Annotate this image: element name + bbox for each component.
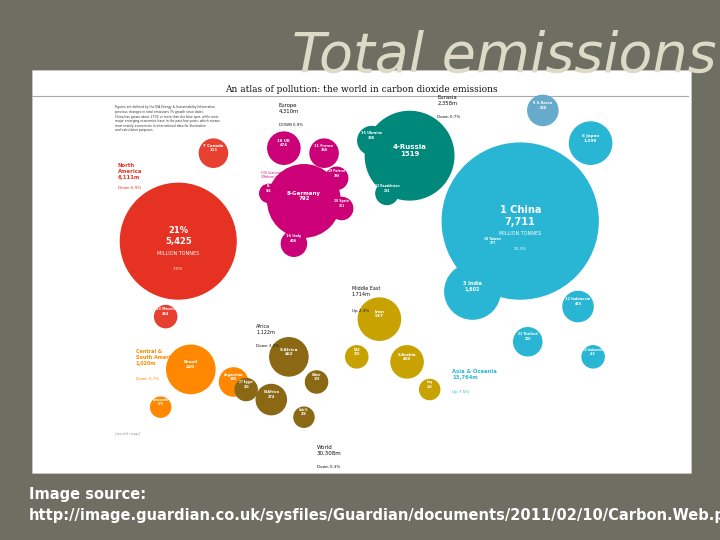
Circle shape (563, 292, 593, 322)
Text: North
America
6,111m: North America 6,111m (118, 163, 143, 180)
Text: 15 Ukraine
306: 15 Ukraine 306 (361, 131, 382, 140)
Text: 13.3%: 13.3% (514, 247, 526, 251)
Text: 16 Italy
406: 16 Italy 406 (287, 234, 302, 243)
Circle shape (155, 306, 176, 328)
Text: 13 Mexico
444: 13 Mexico 444 (156, 307, 176, 316)
Circle shape (256, 384, 287, 415)
Text: 9 S.Korea
528: 9 S.Korea 528 (534, 101, 552, 110)
Circle shape (268, 165, 340, 237)
Circle shape (482, 235, 503, 257)
Text: Argentina
180: Argentina 180 (224, 373, 243, 381)
Text: 3 India
1,602: 3 India 1,602 (463, 281, 482, 292)
Circle shape (305, 371, 328, 393)
Circle shape (199, 139, 228, 167)
Circle shape (570, 122, 612, 164)
Circle shape (270, 338, 308, 376)
Text: Other
178: Other 178 (312, 373, 321, 381)
Circle shape (260, 184, 278, 202)
Text: Europe
4,310m: Europe 4,310m (279, 103, 299, 114)
Circle shape (346, 346, 368, 368)
Circle shape (120, 184, 236, 299)
FancyBboxPatch shape (32, 70, 691, 472)
Circle shape (442, 143, 598, 299)
Text: Up 2.3%: Up 2.3% (352, 309, 369, 313)
Circle shape (528, 96, 558, 125)
Text: Up 7.5%: Up 7.5% (452, 389, 469, 394)
Text: 7 Canada
311: 7 Canada 311 (203, 144, 224, 152)
Text: 8-Germany
792: 8-Germany 792 (287, 191, 321, 201)
Circle shape (359, 298, 400, 340)
Circle shape (150, 397, 171, 417)
Text: Iraq
140: Iraq 140 (426, 380, 433, 389)
Text: Eurasia
2,358m: Eurasia 2,358m (437, 96, 457, 106)
Text: 14 Indonesia
415: 14 Indonesia 415 (583, 348, 603, 356)
Circle shape (268, 132, 300, 164)
Text: S.Arabia
458: S.Arabia 458 (397, 353, 416, 361)
Circle shape (376, 183, 398, 205)
Circle shape (420, 380, 440, 400)
Text: MILLION TONNES: MILLION TONNES (499, 231, 541, 236)
Text: Down 0.3%: Down 0.3% (317, 465, 340, 469)
Text: Africa
1,122m: Africa 1,122m (256, 324, 275, 335)
Text: 18 Taiwan
277: 18 Taiwan 277 (484, 237, 501, 246)
Circle shape (445, 264, 500, 319)
Circle shape (220, 368, 248, 396)
Text: Total emissions: Total emissions (292, 30, 716, 83)
Circle shape (310, 139, 338, 167)
Text: An atlas of pollution: the world in carbon dioxide emissions: An atlas of pollution: the world in carb… (225, 85, 498, 94)
Text: 19 Poland
298: 19 Poland 298 (328, 169, 345, 178)
Text: 27 Egypt
204: 27 Egypt 204 (239, 380, 253, 389)
Text: 22 Kazakhstan
234: 22 Kazakhstan 234 (374, 184, 400, 193)
Text: Middle East
1,714m: Middle East 1,714m (352, 286, 380, 297)
Text: Down 6.9%: Down 6.9% (118, 186, 141, 190)
Circle shape (167, 345, 215, 394)
Text: NL
166: NL 166 (266, 184, 271, 193)
Circle shape (325, 167, 348, 190)
Text: 20 Spain
261: 20 Spain 261 (334, 199, 349, 208)
Circle shape (513, 328, 542, 356)
Text: S.Africa
462: S.Africa 462 (279, 348, 298, 356)
Text: Venezuela
173: Venezuela 173 (153, 398, 168, 407)
Text: Brazil
420: Brazil 420 (184, 360, 198, 369)
Circle shape (365, 111, 454, 200)
Circle shape (330, 198, 353, 220)
Text: Asia & Oceania
13,764m: Asia & Oceania 13,764m (452, 369, 497, 380)
Text: Sub-S.
208: Sub-S. 208 (299, 408, 309, 416)
Text: Central &
South America
1,020m: Central & South America 1,020m (135, 349, 176, 366)
Text: 12 Indonesia
415: 12 Indonesia 415 (565, 297, 590, 306)
Circle shape (235, 379, 257, 401)
Text: 4-Russia
1519: 4-Russia 1519 (392, 144, 426, 157)
Text: 6 Japan
1,098: 6 Japan 1,098 (582, 134, 599, 143)
Text: Down 3.1%: Down 3.1% (256, 345, 279, 348)
Text: 1 China
7,711: 1 China 7,711 (500, 205, 541, 227)
Text: World
30,308m: World 30,308m (317, 445, 341, 456)
Text: DOWN 6.9%: DOWN 6.9% (279, 123, 303, 127)
Text: N.Africa
274: N.Africa 274 (264, 390, 279, 399)
Text: 7.0%: 7.0% (173, 267, 184, 271)
Text: Figures are defined by the IEA Energy & Sustainability Information
previous chan: Figures are defined by the IEA Energy & … (115, 105, 220, 132)
Text: Down 0.7%: Down 0.7% (135, 377, 158, 381)
Text: Down 0.7%: Down 0.7% (437, 116, 461, 119)
Circle shape (294, 407, 314, 427)
Circle shape (391, 346, 423, 378)
Text: 5 EU Interconnected
(Offshore) in 2008: 5 EU Interconnected (Offshore) in 2008 (261, 171, 289, 179)
Circle shape (282, 231, 307, 256)
Text: 23 Thailand
220: 23 Thailand 220 (518, 333, 538, 341)
Text: 10 UK
474: 10 UK 474 (277, 139, 290, 147)
Text: 21%
5,425: 21% 5,425 (165, 226, 192, 246)
Text: MILLION TONNES: MILLION TONNES (157, 251, 199, 256)
Text: [world map]: [world map] (115, 432, 140, 436)
Circle shape (582, 346, 604, 368)
Circle shape (358, 126, 386, 154)
Text: 11 France
366: 11 France 366 (315, 144, 334, 152)
Text: UAE
200: UAE 200 (354, 348, 360, 356)
Text: Iran
527: Iran 527 (374, 310, 384, 319)
Text: http://image.guardian.co.uk/sysfiles/Guardian/documents/2011/02/10/Carbon.Web.pd: http://image.guardian.co.uk/sysfiles/Gua… (29, 508, 720, 523)
Text: Image source:: Image source: (29, 487, 146, 502)
